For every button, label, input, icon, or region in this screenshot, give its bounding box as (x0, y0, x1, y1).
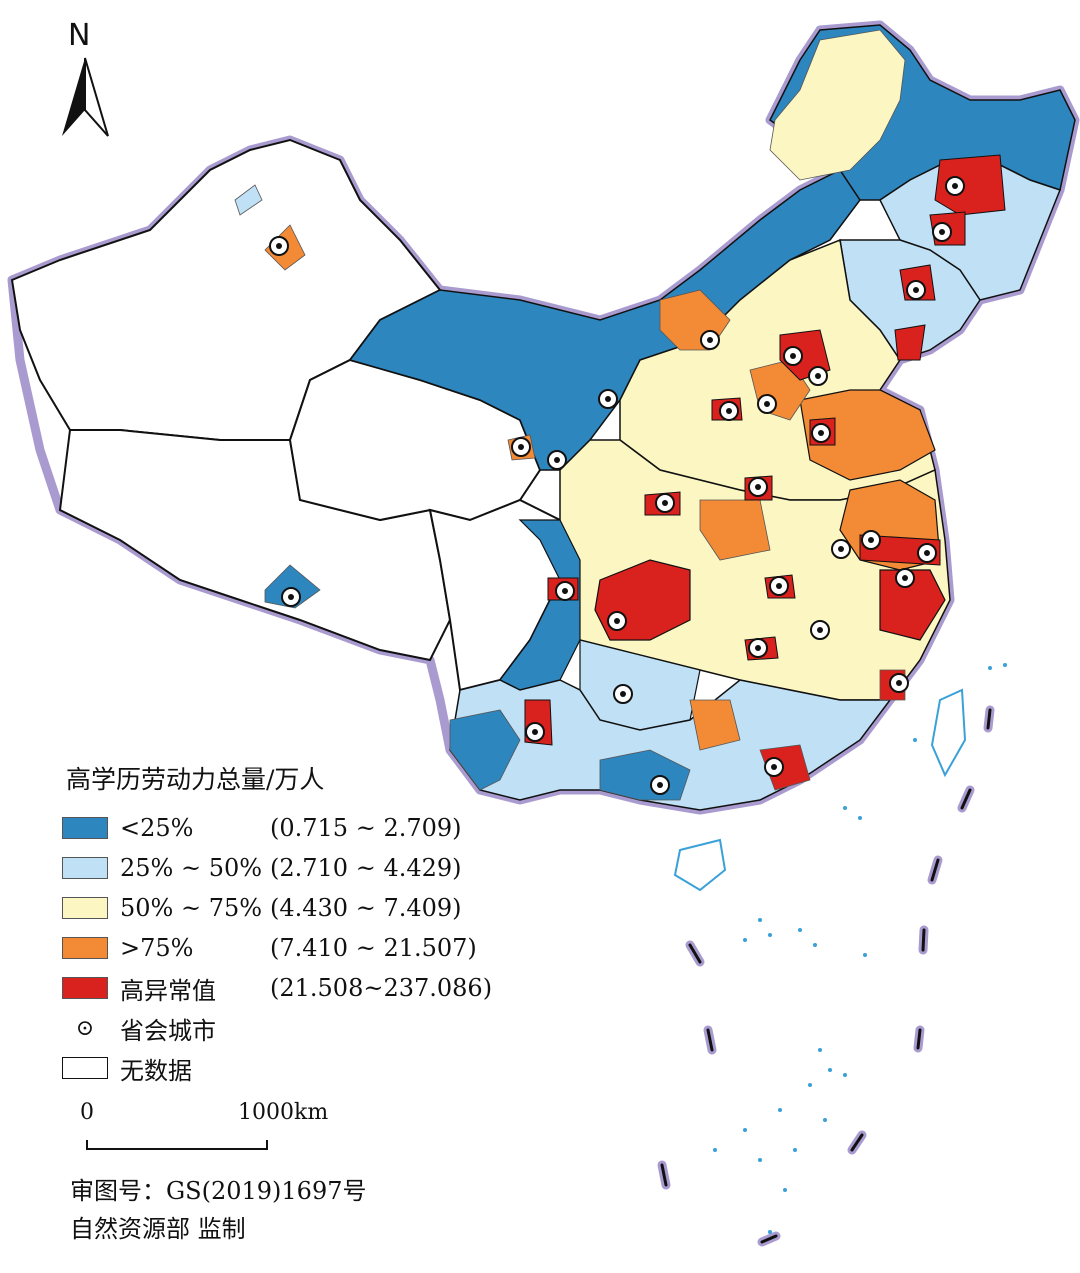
legend-title: 高学历劳动力总量/万人 (66, 765, 325, 794)
region-harbin (934, 154, 1006, 216)
capital-marker (769, 576, 789, 596)
legend-class-label: 高异常值 (120, 976, 216, 1005)
legend-row: >75% (7.410 ~ 21.507) (62, 928, 532, 968)
capital-marker (748, 638, 768, 658)
legend-row: 高异常值 (21.508~237.086) (62, 968, 532, 1008)
region-guangdong-red (759, 744, 811, 791)
capital-marker (269, 236, 289, 256)
legend-row: 25% ~ 50% (2.710 ~ 4.429) (62, 848, 532, 888)
legend-swatch (62, 977, 108, 999)
capital-marker (932, 222, 952, 242)
legend-row: <25% (0.715 ~ 2.709) (62, 808, 532, 848)
scale-bar-line (86, 1140, 268, 1150)
approval-number: 审图号：GS(2019)1697号 (70, 1177, 367, 1205)
capital-marker (945, 176, 965, 196)
legend-swatch (62, 857, 108, 879)
legend-class-range: (21.508~237.086) (270, 974, 493, 1002)
capital-city-icon: ⊙ (75, 1015, 95, 1041)
capital-markers (269, 176, 965, 795)
capital-marker (281, 587, 301, 607)
capital-marker (650, 775, 670, 795)
capital-marker (555, 581, 575, 601)
capital-marker (719, 401, 739, 421)
capital-marker (511, 437, 531, 457)
legend-row: 50% ~ 75% (4.430 ~ 7.409) (62, 888, 532, 928)
capital-marker (783, 346, 803, 366)
region-northeast-yellow (769, 29, 906, 181)
scale-bar: 0 1000km (70, 1100, 370, 1160)
supervisor-note: 自然资源部 监制 (70, 1215, 246, 1243)
region-zhejiang (879, 569, 946, 641)
legend-class-label: <25% (120, 814, 194, 842)
region-lhasa (264, 564, 321, 609)
region-dalian (894, 324, 926, 361)
legend-swatch (62, 937, 108, 959)
legend-class-label: >75% (120, 934, 194, 962)
capital-marker (525, 722, 545, 742)
capital-marker (906, 280, 926, 300)
map-notes: 审图号：GS(2019)1697号 自然资源部 监制 (70, 1172, 367, 1248)
region-hainan (673, 838, 727, 892)
legend-class-range: (4.430 ~ 7.409) (270, 894, 462, 922)
capital-marker (895, 568, 915, 588)
scale-start: 0 (80, 1100, 94, 1125)
north-arrow-icon (62, 57, 109, 137)
legend-nodata-swatch (62, 1057, 108, 1079)
capital-marker (655, 493, 675, 513)
capital-marker (757, 394, 777, 414)
region-shandong (799, 389, 936, 481)
capital-marker (808, 366, 828, 386)
capital-marker (613, 684, 633, 704)
capital-marker (607, 611, 627, 631)
capital-marker (748, 477, 768, 497)
legend-class-range: (7.410 ~ 21.507) (270, 934, 477, 962)
legend-row-nodata: 无数据 (62, 1048, 532, 1088)
legend-swatch (62, 897, 108, 919)
capital-marker (917, 543, 937, 563)
legend-class-range: (0.715 ~ 2.709) (270, 814, 462, 842)
capital-marker (700, 330, 720, 350)
region-yunnan-blue (449, 709, 521, 791)
capital-marker (861, 530, 881, 550)
legend: 高学历劳动力总量/万人 <25% (0.715 ~ 2.709) 25% ~ 5… (62, 760, 532, 1088)
legend-capital-label: 省会城市 (120, 1016, 216, 1045)
capital-marker (547, 450, 567, 470)
islands (713, 663, 1007, 1234)
capital-marker (831, 539, 851, 559)
legend-swatch (62, 817, 108, 839)
north-label: N (68, 18, 91, 53)
south-china-sea-dashes-core (660, 708, 992, 1244)
legend-row-capital: ⊙ 省会城市 (62, 1008, 532, 1048)
capital-marker (811, 423, 831, 443)
legend-class-range: (2.710 ~ 4.429) (270, 854, 462, 882)
capital-marker (889, 673, 909, 693)
region-karamay (234, 184, 263, 216)
legend-class-label: 25% ~ 50% (120, 854, 263, 882)
legend-class-label: 50% ~ 75% (120, 894, 263, 922)
capital-marker (598, 389, 618, 409)
region-taiwan (930, 688, 967, 778)
scale-end: 1000km (238, 1100, 329, 1125)
capital-marker (764, 757, 784, 777)
legend-nodata-label: 无数据 (120, 1056, 192, 1085)
region-hunan-orange (689, 699, 741, 751)
capital-marker (810, 620, 830, 640)
